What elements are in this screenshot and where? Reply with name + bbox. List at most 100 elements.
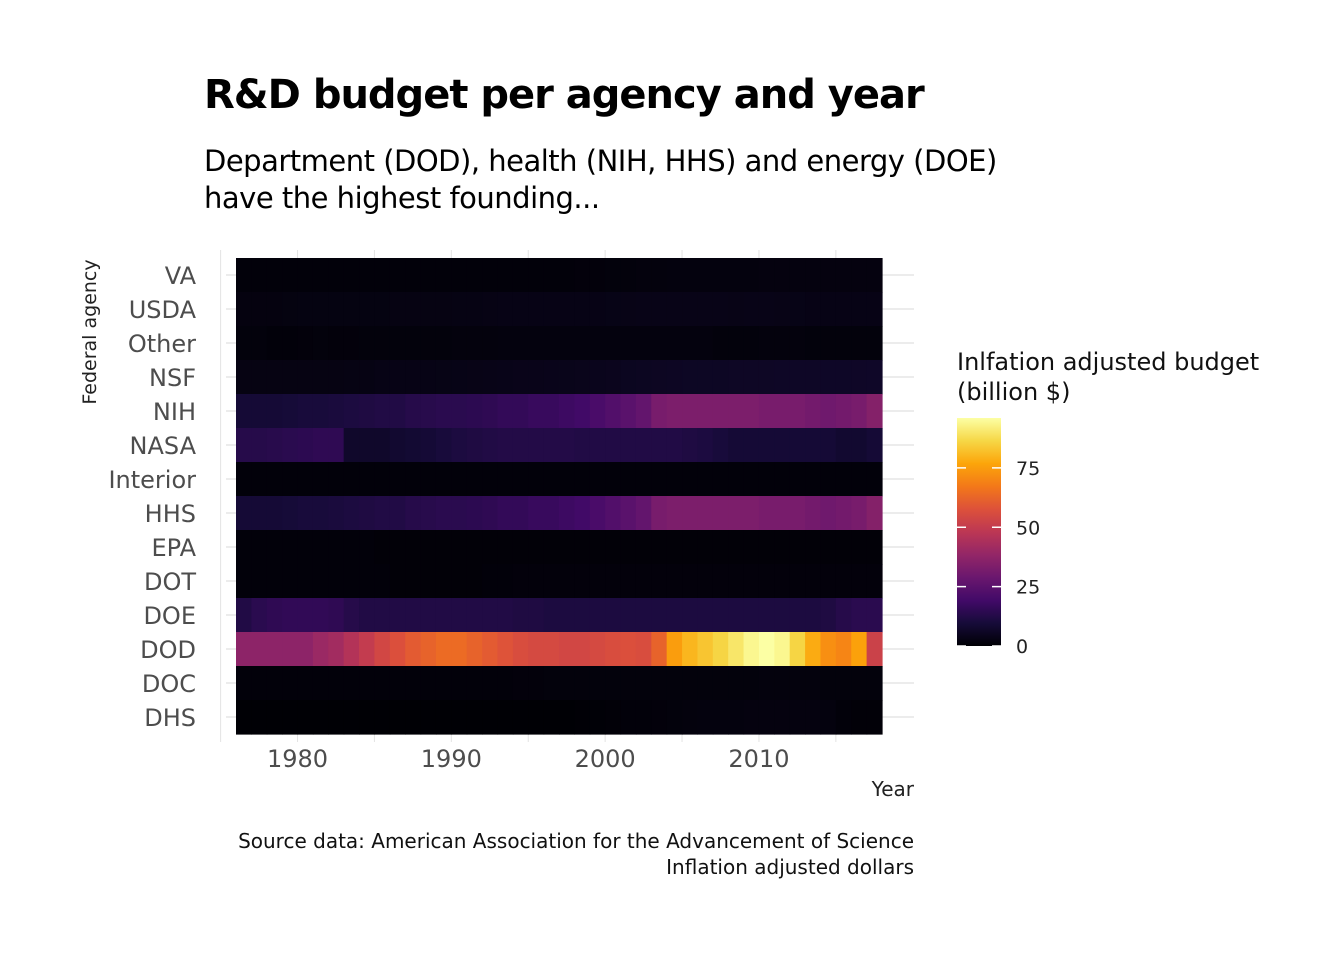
heatmap-cell (666, 700, 683, 735)
heatmap-cell (359, 530, 376, 565)
heatmap-cell (420, 700, 437, 735)
heatmap-cell (435, 360, 452, 395)
heatmap-cell (605, 428, 622, 463)
heatmap-cell (651, 360, 668, 395)
heatmap-cell (805, 564, 822, 599)
heatmap-cell (466, 360, 483, 395)
heatmap-cell (635, 462, 652, 497)
heatmap-cell (574, 564, 591, 599)
heatmap-cell (389, 598, 406, 633)
heatmap-cell (512, 496, 529, 531)
heatmap-cell (589, 326, 606, 361)
heatmap-cell (697, 564, 714, 599)
heatmap-cell (451, 462, 468, 497)
heatmap-cell (851, 666, 868, 701)
heatmap-cell (374, 462, 391, 497)
heatmap-cell (605, 462, 622, 497)
heatmap-cell (620, 632, 637, 667)
heatmap-cell (420, 258, 437, 293)
heatmap-cell (343, 598, 360, 633)
heatmap-cell (236, 666, 252, 701)
heatmap-cell (297, 496, 314, 531)
heatmap-cell (851, 564, 868, 599)
heatmap-cell (605, 292, 622, 327)
heatmap-cell (651, 632, 668, 667)
heatmap-cell (728, 530, 745, 565)
heatmap-cell (435, 700, 452, 735)
heatmap-cell (405, 258, 422, 293)
heatmap-cell (728, 632, 745, 667)
heatmap-cell (620, 530, 637, 565)
x-tick-label: 2010 (728, 745, 789, 773)
heatmap-cell (743, 496, 760, 531)
heatmap-cell (697, 496, 714, 531)
heatmap-cell (297, 700, 314, 735)
heatmap-cell (528, 462, 545, 497)
heatmap-cell (405, 292, 422, 327)
heatmap-cell (789, 394, 806, 429)
heatmap-cell (482, 394, 499, 429)
heatmap-cell (866, 292, 883, 327)
heatmap-cell (374, 292, 391, 327)
heatmap-cell (405, 700, 422, 735)
heatmap-cell (851, 496, 868, 531)
y-tick-label: VA (165, 262, 197, 290)
heatmap-cell (774, 462, 791, 497)
heatmap-cell (728, 666, 745, 701)
heatmap-cell (728, 564, 745, 599)
heatmap-cell (236, 564, 252, 599)
heatmap-cell (297, 428, 314, 463)
heatmap-cell (512, 598, 529, 633)
heatmap-cell (405, 326, 422, 361)
heatmap-cell (374, 632, 391, 667)
heatmap-cell (789, 360, 806, 395)
heatmap-cell (682, 292, 699, 327)
heatmap-cell (851, 326, 868, 361)
heatmap-cell (666, 292, 683, 327)
heatmap-cell (543, 700, 560, 735)
heatmap-cell (374, 564, 391, 599)
heatmap-cell (851, 258, 868, 293)
heatmap-cell (528, 292, 545, 327)
heatmap-cell (251, 530, 268, 565)
legend-title: Inlfation adjusted budget (billion $) (957, 347, 1259, 407)
heatmap-cell (820, 462, 837, 497)
heatmap-cell (236, 598, 252, 633)
legend-tick-label: 0 (1016, 636, 1028, 658)
heatmap-cell (512, 394, 529, 429)
heatmap-cell (758, 428, 775, 463)
heatmap-cell (743, 598, 760, 633)
heatmap-cell (297, 326, 314, 361)
heatmap-cell (697, 462, 714, 497)
heatmap-cell (589, 632, 606, 667)
heatmap-cell (758, 530, 775, 565)
heatmap-cell (297, 360, 314, 395)
heatmap-cell (359, 496, 376, 531)
heatmap-cell (605, 496, 622, 531)
heatmap-cell (543, 564, 560, 599)
heatmap-cell (374, 496, 391, 531)
heatmap-cell (312, 530, 329, 565)
heatmap-cell (789, 462, 806, 497)
heatmap-cell (374, 530, 391, 565)
heatmap-cell (343, 700, 360, 735)
heatmap-cell (512, 462, 529, 497)
heatmap-cell (605, 326, 622, 361)
heatmap-cell (266, 394, 283, 429)
heatmap-cell (497, 666, 514, 701)
heatmap-cell (297, 598, 314, 633)
heatmap-cell (820, 666, 837, 701)
heatmap-cell (866, 462, 883, 497)
heatmap-cell (712, 428, 729, 463)
heatmap-cell (697, 530, 714, 565)
heatmap-cell (543, 258, 560, 293)
heatmap-cell (528, 360, 545, 395)
heatmap-cell (620, 292, 637, 327)
heatmap-cell (605, 258, 622, 293)
heatmap-cell (866, 428, 883, 463)
heatmap-cell (712, 666, 729, 701)
heatmap-cell (697, 428, 714, 463)
heatmap-cell (651, 428, 668, 463)
heatmap-cell (682, 428, 699, 463)
